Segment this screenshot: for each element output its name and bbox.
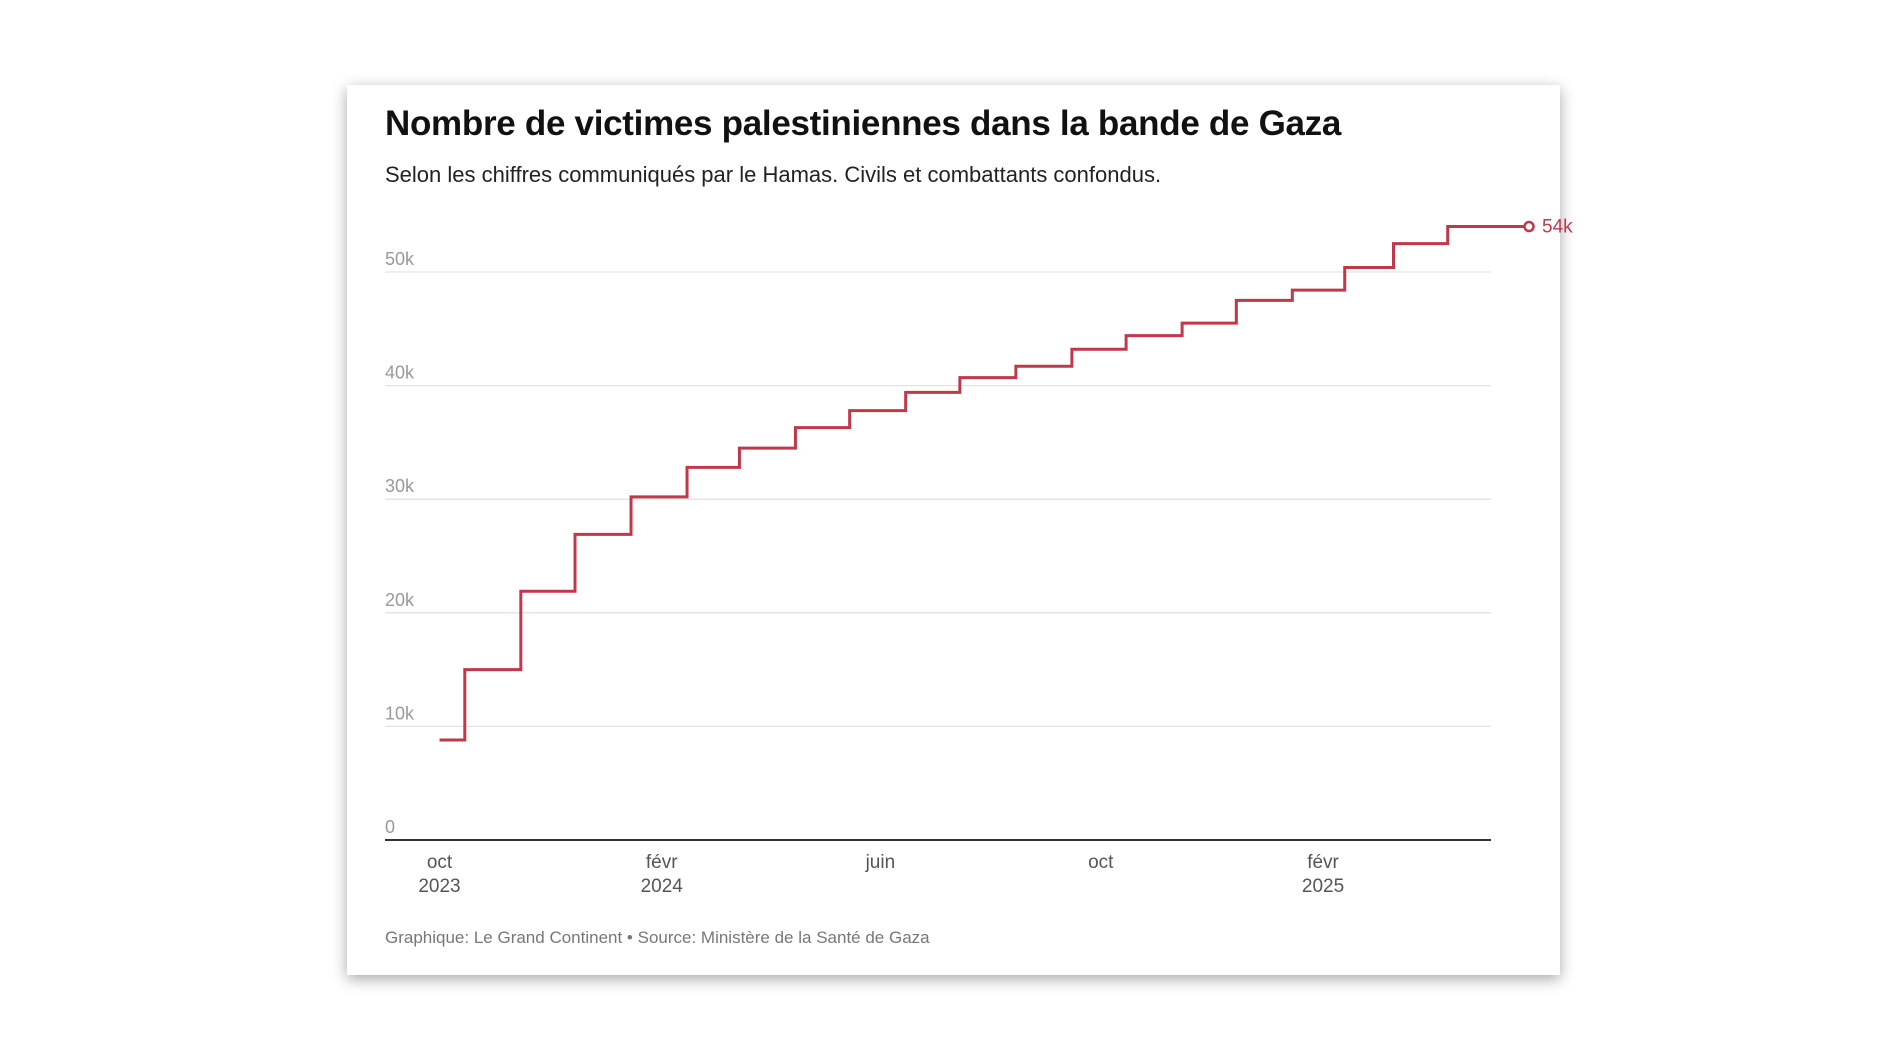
end-point-marker bbox=[1523, 220, 1535, 233]
series-line bbox=[439, 225, 1530, 742]
x-tick-year-label: 2023 bbox=[418, 876, 460, 897]
y-tick-label: 10k bbox=[385, 703, 415, 723]
y-tick-label: 20k bbox=[385, 590, 415, 610]
chart-title: Nombre de victimes palestiniennes dans l… bbox=[385, 104, 1342, 143]
x-tick-label: juin bbox=[865, 852, 896, 873]
y-tick-label: 40k bbox=[385, 363, 415, 383]
x-tick-label: oct bbox=[1088, 852, 1114, 873]
chart-subtitle: Selon les chiffres communiqués par le Ha… bbox=[385, 162, 1162, 187]
chart-card bbox=[347, 85, 1560, 975]
end-value-label: 54k bbox=[1542, 217, 1573, 238]
y-tick-label: 0 bbox=[385, 817, 395, 837]
x-tick-label: févr bbox=[1307, 852, 1339, 873]
x-tick-label: oct bbox=[427, 852, 453, 873]
chart-footer: Graphique: Le Grand Continent • Source: … bbox=[385, 928, 930, 947]
y-tick-label: 30k bbox=[385, 476, 415, 496]
x-tick-year-label: 2024 bbox=[641, 876, 684, 897]
x-tick-year-label: 2025 bbox=[1302, 876, 1344, 897]
y-tick-label: 50k bbox=[385, 249, 415, 269]
x-tick-label: févr bbox=[646, 852, 678, 873]
